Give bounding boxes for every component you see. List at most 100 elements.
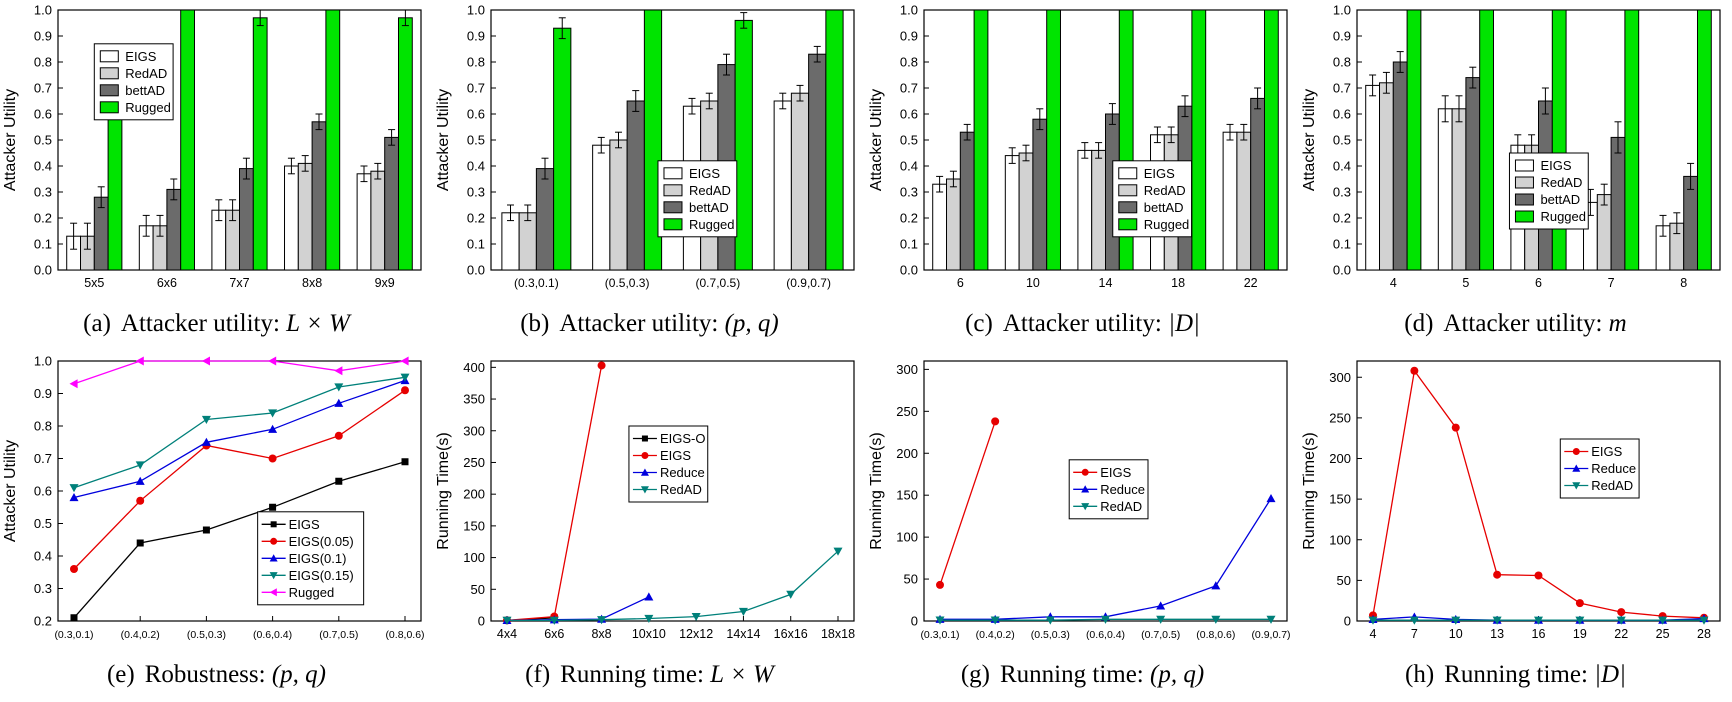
- legend: EIGS RedAD bettAD Rugged: [1112, 160, 1193, 238]
- caption-text: Running time:: [560, 661, 704, 688]
- svg-text:250: 250: [896, 404, 918, 419]
- svg-text:EIGS: EIGS: [125, 49, 156, 64]
- caption-math: |D|: [1168, 310, 1200, 337]
- chart-h-caption: (h) Running time: |D|: [1405, 661, 1626, 689]
- axis-x: 4x4 6x6 8x8 10x10 12x12 14x14 16x16 18x18: [497, 616, 855, 641]
- caption-label: (h): [1405, 661, 1435, 688]
- svg-text:(0.3,0.1): (0.3,0.1): [514, 276, 559, 290]
- chart-e-plot: 0.2 0.3 0.4 0.5 0.6 0.7 0.8 0.9 1.0 Attacker Util…: [0, 351, 433, 657]
- svg-text:0.4: 0.4: [34, 159, 52, 174]
- svg-text:(0.7,0.5): (0.7,0.5): [319, 629, 358, 641]
- y-axis-label: Attacker Utility: [2, 440, 19, 542]
- y-axis-label: Running Time(s): [1301, 432, 1318, 549]
- svg-text:150: 150: [463, 518, 485, 533]
- svg-text:EIGS: EIGS: [289, 517, 320, 532]
- caption-math: m: [1608, 310, 1627, 337]
- svg-text:300: 300: [463, 423, 485, 438]
- svg-text:0.9: 0.9: [467, 29, 485, 44]
- svg-text:RedAD: RedAD: [660, 482, 702, 497]
- svg-text:0.8: 0.8: [1333, 55, 1351, 70]
- svg-text:200: 200: [1329, 451, 1351, 466]
- chart-g: 0 50 100 150 200 250 300 Running Time(s) (0.3,0.…: [866, 351, 1299, 702]
- svg-text:0.4: 0.4: [34, 549, 52, 564]
- caption-math: (p, q): [724, 310, 779, 337]
- y-axis-label: Attacker Utility: [2, 89, 19, 191]
- svg-text:350: 350: [463, 392, 485, 407]
- svg-text:50: 50: [1337, 573, 1351, 588]
- svg-text:0.2: 0.2: [900, 211, 918, 226]
- svg-text:1.0: 1.0: [34, 354, 52, 369]
- chart-c-plot: 0.0 0.1 0.2 0.3 0.4 0.5 0.6 0.7 0.8 0.9 1.0 Attacke…: [866, 0, 1299, 306]
- svg-text:(0.9,0.7): (0.9,0.7): [1251, 629, 1290, 641]
- svg-text:13: 13: [1490, 627, 1504, 641]
- axis-x: (0.3,0.1) (0.4,0.2) (0.5,0.3) (0.6,0.4) (0.7…: [920, 616, 1291, 641]
- line-series: [502, 361, 843, 625]
- legend: EIGS EIGS(0.05) EIGS(0.1) EIGS(0.15) Rugged: [257, 511, 365, 606]
- chart-e-svg: 0.2 0.3 0.4 0.5 0.6 0.7 0.8 0.9 1.0 Attacker Util…: [2, 354, 425, 642]
- svg-text:4: 4: [1370, 627, 1377, 641]
- legend: EIGS-O EIGS Reduce RedAD: [628, 425, 709, 503]
- svg-text:200: 200: [463, 487, 485, 502]
- svg-text:0.0: 0.0: [34, 263, 52, 278]
- svg-text:EIGS: EIGS: [1100, 465, 1131, 480]
- svg-text:RedAD: RedAD: [125, 66, 167, 81]
- caption-label: (g): [960, 661, 990, 688]
- svg-text:150: 150: [896, 488, 918, 503]
- bar-series: [932, 9, 1279, 271]
- svg-text:0.1: 0.1: [1333, 237, 1351, 252]
- svg-text:0.3: 0.3: [900, 185, 918, 200]
- chart-d-svg: 0.0 0.1 0.2 0.3 0.4 0.5 0.6 0.7 0.8 0.9 1.0 Attacke…: [1301, 3, 1721, 290]
- svg-text:Rugged: Rugged: [689, 217, 735, 232]
- line-series: [69, 356, 410, 622]
- axis-y: 0.2 0.3 0.4 0.5 0.6 0.7 0.8 0.9 1.0: [34, 354, 63, 629]
- y-axis-label: Running Time(s): [435, 432, 452, 549]
- svg-text:0.7: 0.7: [1333, 81, 1351, 96]
- svg-text:1.0: 1.0: [467, 3, 485, 18]
- legend: EIGS RedAD bettAD Rugged: [1508, 152, 1589, 230]
- legend: EIGS RedAD bettAD Rugged: [93, 43, 174, 121]
- svg-text:7x7: 7x7: [229, 276, 249, 290]
- svg-text:0.4: 0.4: [467, 159, 485, 174]
- chart-d-plot: 0.0 0.1 0.2 0.3 0.4 0.5 0.6 0.7 0.8 0.9 1.0 Attacke…: [1299, 0, 1732, 306]
- svg-text:22: 22: [1614, 627, 1628, 641]
- axis-y: 0 50 100 150 200 250 300 350 400: [463, 360, 496, 629]
- chart-a: 0.0 0.1 0.2 0.3 0.4 0.5 0.6 0.7 0.8 0.9 1.0 Attacke…: [0, 0, 433, 351]
- axis-y: 0.0 0.1 0.2 0.3 0.4 0.5 0.6 0.7 0.8 0.9 1.0: [467, 3, 496, 278]
- caption-label: (a): [83, 310, 111, 337]
- svg-text:bettAD: bettAD: [1540, 192, 1580, 207]
- svg-text:0.1: 0.1: [34, 237, 52, 252]
- svg-text:10x10: 10x10: [632, 627, 666, 641]
- svg-text:8x8: 8x8: [302, 276, 322, 290]
- svg-text:10: 10: [1026, 276, 1040, 290]
- caption-math: L × W: [286, 310, 350, 337]
- chart-g-plot: 0 50 100 150 200 250 300 Running Time(s) (0.3,0.…: [866, 351, 1299, 657]
- svg-text:0.0: 0.0: [467, 263, 485, 278]
- svg-text:10: 10: [1449, 627, 1463, 641]
- caption-math: |D|: [1594, 661, 1626, 688]
- caption-label: (e): [106, 661, 135, 688]
- svg-text:6: 6: [957, 276, 964, 290]
- svg-text:0.2: 0.2: [467, 211, 485, 226]
- caption-label: (b): [520, 310, 550, 337]
- svg-text:0.1: 0.1: [467, 237, 485, 252]
- svg-text:(0.5,0.3): (0.5,0.3): [1031, 629, 1070, 641]
- svg-text:100: 100: [463, 550, 485, 565]
- axis-y: 0.0 0.1 0.2 0.3 0.4 0.5 0.6 0.7 0.8 0.9 1.0: [34, 3, 63, 278]
- svg-text:EIGS(0.15): EIGS(0.15): [289, 568, 354, 583]
- axis-x: (0.3,0.1) (0.5,0.3) (0.7,0.5) (0.9,0.7): [514, 265, 831, 290]
- svg-text:Rugged: Rugged: [289, 585, 335, 600]
- svg-text:0.4: 0.4: [1333, 159, 1351, 174]
- svg-text:0.6: 0.6: [1333, 107, 1351, 122]
- svg-text:0.8: 0.8: [467, 55, 485, 70]
- svg-text:EIGS-O: EIGS-O: [660, 431, 706, 446]
- svg-text:14: 14: [1099, 276, 1113, 290]
- svg-text:(0.8,0.6): (0.8,0.6): [385, 629, 424, 641]
- y-axis-label: Attacker Utility: [435, 89, 452, 191]
- svg-text:1.0: 1.0: [34, 3, 52, 18]
- svg-text:bettAD: bettAD: [1144, 200, 1184, 215]
- svg-text:(0.7,0.5): (0.7,0.5): [696, 276, 741, 290]
- svg-text:0.7: 0.7: [467, 81, 485, 96]
- svg-text:16x16: 16x16: [774, 627, 808, 641]
- bar-series: [66, 9, 413, 271]
- svg-text:19: 19: [1573, 627, 1587, 641]
